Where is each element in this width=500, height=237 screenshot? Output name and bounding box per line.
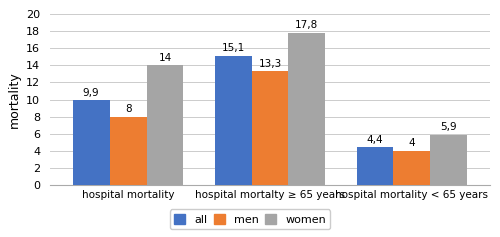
Text: 14: 14 — [158, 53, 172, 63]
Text: 15,1: 15,1 — [222, 43, 244, 54]
Bar — [356, 147, 394, 185]
Bar — [394, 151, 430, 185]
Y-axis label: mortality: mortality — [8, 71, 20, 128]
Text: 5,9: 5,9 — [440, 122, 457, 132]
Text: 13,3: 13,3 — [258, 59, 281, 69]
Bar — [288, 33, 326, 185]
Bar — [252, 71, 288, 185]
Bar — [146, 65, 184, 185]
Legend: all, men, women: all, men, women — [170, 210, 330, 229]
Text: 8: 8 — [125, 104, 132, 114]
Text: 4: 4 — [408, 138, 415, 148]
Bar — [72, 100, 110, 185]
Text: 9,9: 9,9 — [83, 88, 100, 98]
Bar — [110, 117, 146, 185]
Text: 17,8: 17,8 — [296, 20, 318, 30]
Bar — [430, 135, 468, 185]
Text: 4,4: 4,4 — [366, 135, 384, 145]
Bar — [214, 56, 252, 185]
